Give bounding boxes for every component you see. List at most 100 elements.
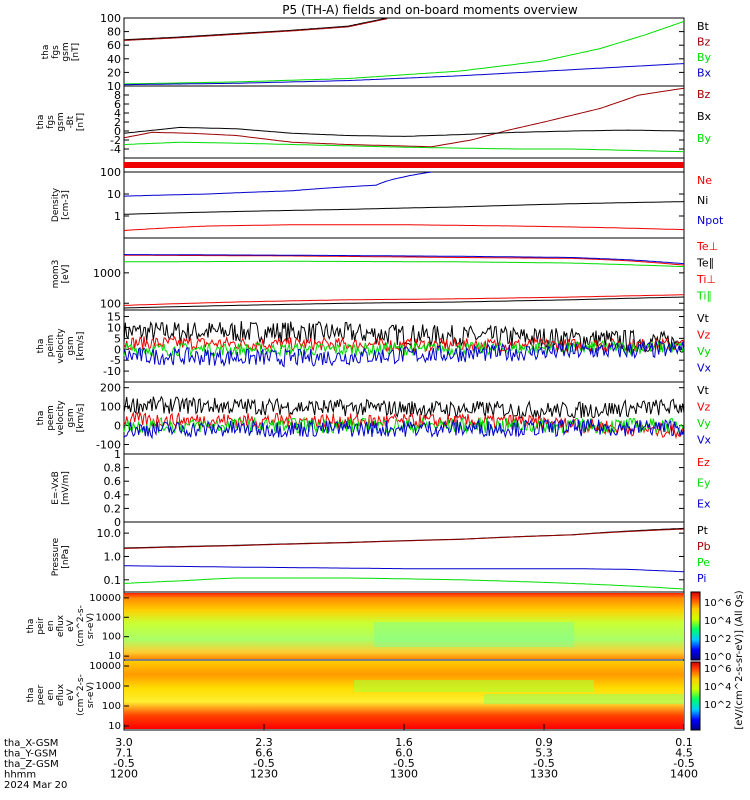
series-line-Pt: [123, 527, 685, 549]
y-tick-label: -5: [110, 354, 121, 367]
colorbar-tick-label: 10^6: [704, 664, 731, 675]
colorbar: 10^610^410^210^010^610^410^2 [eV/(cm^2-s-…: [690, 590, 745, 731]
y-axis-label-line: velocity: [56, 400, 66, 436]
y-tick-label: 1: [114, 448, 121, 461]
panels: thafgsgsm[nT]20406080100BtBzByBxthafgsgs…: [4, 12, 745, 791]
legend-label: Ex: [697, 497, 711, 510]
series-line-Ti⊥: [123, 294, 684, 306]
y-tick-label: 100: [100, 166, 121, 179]
x-axis-row-label: tha_X-GSM: [4, 738, 58, 749]
y-tick-label: 0: [114, 420, 121, 433]
y-axis-label: thafgsgsm-Bt[nT]: [36, 112, 86, 131]
y-tick-label: -4: [110, 143, 121, 156]
y-tick-label: 0.1: [104, 574, 122, 587]
y-tick-label: -10: [103, 365, 121, 378]
legend-label: Ti∥: [696, 290, 712, 303]
y-tick-label: 5: [114, 332, 121, 345]
legend-label: Vx: [697, 434, 712, 447]
y-axis-label-line: [nT]: [76, 113, 86, 131]
x-tick-label: 6.6: [255, 747, 273, 760]
legend-label: Ni: [697, 194, 708, 207]
series-line-Bz: [123, 87, 685, 148]
series-line-Vx: [123, 340, 685, 368]
y-tick-label: -2: [110, 134, 121, 147]
x-axis-row-label: 2024 Mar 20: [4, 780, 67, 791]
spectrogram: [124, 593, 684, 659]
y-tick-label: 10: [107, 321, 121, 334]
y-axis-label-line: tha: [36, 115, 46, 130]
y-tick-label: 0: [114, 125, 121, 138]
y-axis-label-line: tha: [36, 411, 46, 426]
legend-label: Pt: [697, 524, 709, 537]
x-tick-label: 4.5: [675, 747, 693, 760]
y-axis-label-line: eV: [66, 619, 76, 632]
y-tick-label: 10: [108, 721, 121, 732]
y-axis-label: thapeerenefluxeV(cm^2-s-sr-eV): [26, 674, 96, 716]
panel-frame: [123, 171, 685, 239]
series-line-Pb: [123, 528, 685, 549]
y-tick-label: 1000: [93, 267, 121, 280]
series-line-Vx: [123, 418, 685, 440]
legend-label: Npot: [697, 214, 724, 227]
y-axis-label-line: [cm-3]: [61, 190, 71, 220]
spectrogram-feature: [374, 622, 574, 647]
y-tick-label: 10: [107, 188, 121, 201]
y-tick-label: 100: [100, 401, 121, 414]
y-axis-label-line: [km/s]: [76, 404, 86, 433]
y-tick-label: 10000: [89, 593, 121, 604]
y-axis-label-line: tha: [41, 45, 51, 60]
y-axis-label-line: (cm^2-s-: [76, 605, 86, 647]
series-line-By: [123, 20, 685, 85]
x-tick-label: -0.5: [113, 757, 134, 770]
y-tick-label: 0.4: [104, 489, 122, 502]
x-tick-label: 6.0: [395, 747, 413, 760]
y-axis-label-line: [nT]: [71, 43, 81, 61]
y-axis-label-line: E=-VxB: [51, 471, 61, 505]
legend-label: Bz: [697, 88, 711, 101]
legend-label: Ne: [697, 174, 712, 187]
series-line-Ti∥: [123, 260, 685, 268]
y-tick-label: 20: [107, 66, 121, 79]
panel-frame: [123, 17, 685, 87]
plot-title: P5 (TH-A) fields and on-board moments ov…: [282, 3, 578, 17]
y-axis-label-line: en: [46, 620, 56, 631]
colorbar-tick-label: 10^2: [704, 700, 731, 711]
y-axis-label-line: tha: [26, 619, 36, 634]
series-line-Te∥: [123, 254, 685, 265]
x-tick-label: 1230: [250, 768, 278, 781]
y-tick-label: 0.6: [104, 475, 122, 488]
y-axis-label-line: sr-eV): [86, 682, 96, 708]
y-tick-label: 10: [107, 80, 121, 93]
y-tick-label: 0.8: [104, 462, 122, 475]
colorbar-tick-label: 10^6: [704, 598, 731, 609]
y-axis-label-line: [mV/m]: [61, 471, 71, 505]
series-line-Bz: [124, 18, 388, 41]
spectrogram-feature: [484, 694, 684, 704]
legend-label: Ey: [697, 477, 711, 490]
y-tick-label: 100: [102, 632, 121, 643]
y-tick-label: 10: [108, 651, 121, 662]
y-axis-label-line: eflux: [56, 614, 66, 637]
y-axis-label-line: gsm: [66, 336, 76, 355]
panel-frame: [123, 453, 685, 523]
x-tick-label: -0.5: [673, 757, 694, 770]
y-tick-label: 8: [114, 89, 121, 102]
y-axis-label-line: velocity: [56, 328, 66, 364]
x-tick-label: 1300: [390, 768, 418, 781]
y-axis-label-line: Pressure: [51, 537, 61, 576]
y-axis-label-line: eV: [66, 688, 76, 701]
x-axis-row-label: tha_Y-GSM: [4, 749, 57, 760]
y-tick-label: 6: [114, 98, 121, 111]
series-line-Tt: [123, 296, 685, 309]
y-tick-label: -100: [96, 439, 121, 452]
y-tick-label: 60: [107, 39, 121, 52]
x-tick-label: -0.5: [393, 757, 414, 770]
y-axis-label: mom3[eV]: [51, 260, 71, 289]
y-tick-label: 0.2: [104, 502, 122, 515]
panel-frame: [123, 381, 685, 455]
y-axis-label-line: fgs: [46, 115, 56, 129]
x-tick-label: 1200: [110, 768, 138, 781]
y-axis-label-line: -Bt: [66, 115, 76, 128]
y-axis-label-line: gsm: [61, 42, 71, 61]
